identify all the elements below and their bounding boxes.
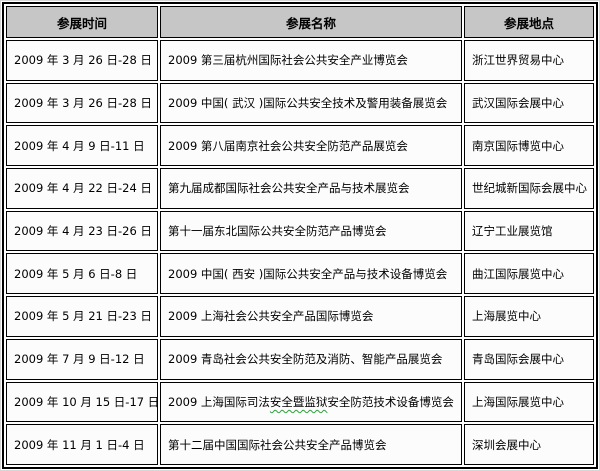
exhibition-time-cell: 2009 年 3 月 26 日-28 日 [6, 82, 158, 124]
table-body: 2009 年 3 月 26 日-28 日 2009 第三届杭州国际社会公共安全产业… [6, 40, 594, 465]
table-row: 2009 年 11 月 1 日-4 日第十二届中国国际社会公共安全产品博览会 深圳… [6, 424, 594, 465]
exhibition-location-cell: 辽宁工业展览馆 [464, 210, 594, 252]
exhibition-name-cell: 2009 第三届杭州国际社会公共安全产业博览会 [160, 40, 462, 81]
exhibition-name-cell: 2009 青岛社会公共安全防范及消防、智能产品展览会 [160, 338, 462, 380]
exhibition-location-cell: 浙江世界贸易中心 [464, 40, 594, 81]
table-row: 2009 年 5 月 21 日-23 日 2009 上海社会公共安全产品国际博览会… [6, 296, 594, 337]
exhibition-time-cell: 2009 年 7 月 9 日-12 日 [6, 338, 158, 380]
exhibition-name-cell: 第九届成都国际社会公共安全产品与技术展览会 [160, 168, 462, 209]
table-row: 2009 年 10 月 15 日-17 日 2009 上海国际司法安全暨监狱安全防… [6, 381, 594, 423]
exhibition-location-cell: 世纪城新国际会展中心 [464, 168, 594, 209]
exhibition-name-text: 安全防范技术设备博览会 [327, 394, 454, 409]
exhibition-name-cell: 2009 中国( 西安 )国际公共安全产品与技术设备博览会 [160, 253, 462, 295]
exhibition-location-cell: 南京国际博览中心 [464, 125, 594, 167]
exhibition-name-cell: 2009 中国( 武汉 )国际公共安全技术及警用装备展览会 [160, 82, 462, 124]
exhibition-location-cell: 上海国际展览中心 [464, 381, 594, 423]
exhibition-location-cell: 上海展览中心 [464, 296, 594, 337]
table-row: 2009 年 5 月 6 日-8 日 2009 中国( 西安 )国际公共安全产品与… [6, 253, 594, 295]
exhibition-location-cell: 深圳会展中心 [464, 424, 594, 465]
exhibition-location-cell: 青岛国际会展中心 [464, 338, 594, 380]
table-row: 2009 年 4 月 9 日-11 日 2009 第八届南京社会公共安全防范产品展… [6, 125, 594, 167]
header-exhibition-time: 参展时间 [6, 6, 158, 38]
exhibition-time-cell: 2009 年 4 月 23 日-26 日 [6, 210, 158, 252]
spellcheck-underlined-text: 安全暨监狱 [269, 394, 328, 409]
header-exhibition-name: 参展名称 [160, 6, 462, 38]
table-row: 2009 年 4 月 23 日-26 日第十一届东北国际公共安全防范产品博览会辽… [6, 210, 594, 252]
table-row: 2009 年 3 月 26 日-28 日 2009 中国( 武汉 )国际公共安全技… [6, 82, 594, 124]
exhibition-location-cell: 武汉国际会展中心 [464, 82, 594, 124]
exhibition-name-cell: 第十一届东北国际公共安全防范产品博览会 [160, 210, 462, 252]
exhibition-schedule-table: 参展时间 参展名称 参展地点 2009 年 3 月 26 日-28 日 2009 … [4, 4, 596, 467]
exhibition-time-cell: 2009 年 10 月 15 日-17 日 [6, 381, 158, 423]
exhibition-name-cell: 2009 第八届南京社会公共安全防范产品展览会 [160, 125, 462, 167]
table-row: 2009 年 7 月 9 日-12 日 2009 青岛社会公共安全防范及消防、智能… [6, 338, 594, 380]
exhibition-time-cell: 2009 年 3 月 26 日-28 日 [6, 40, 158, 81]
exhibition-name-cell: 2009 上海国际司法安全暨监狱安全防范技术设备博览会 [160, 381, 462, 423]
exhibition-name-cell: 第十二届中国国际社会公共安全产品博览会 [160, 424, 462, 465]
exhibition-name-text: 2009 上海国际司法 [168, 394, 270, 409]
header-row: 参展时间 参展名称 参展地点 [6, 6, 594, 38]
exhibition-time-cell: 2009 年 4 月 22 日-24 日 [6, 168, 158, 209]
exhibition-location-cell: 曲江国际展览中心 [464, 253, 594, 295]
exhibition-time-cell: 2009 年 5 月 21 日-23 日 [6, 296, 158, 337]
header-exhibition-location: 参展地点 [464, 6, 594, 38]
exhibition-time-cell: 2009 年 11 月 1 日-4 日 [6, 424, 158, 465]
table-row: 2009 年 3 月 26 日-28 日 2009 第三届杭州国际社会公共安全产业… [6, 40, 594, 81]
table-row: 2009 年 4 月 22 日-24 日第九届成都国际社会公共安全产品与技术展览… [6, 168, 594, 209]
exhibition-name-cell: 2009 上海社会公共安全产品国际博览会 [160, 296, 462, 337]
exhibition-time-cell: 2009 年 4 月 9 日-11 日 [6, 125, 158, 167]
exhibition-time-cell: 2009 年 5 月 6 日-8 日 [6, 253, 158, 295]
